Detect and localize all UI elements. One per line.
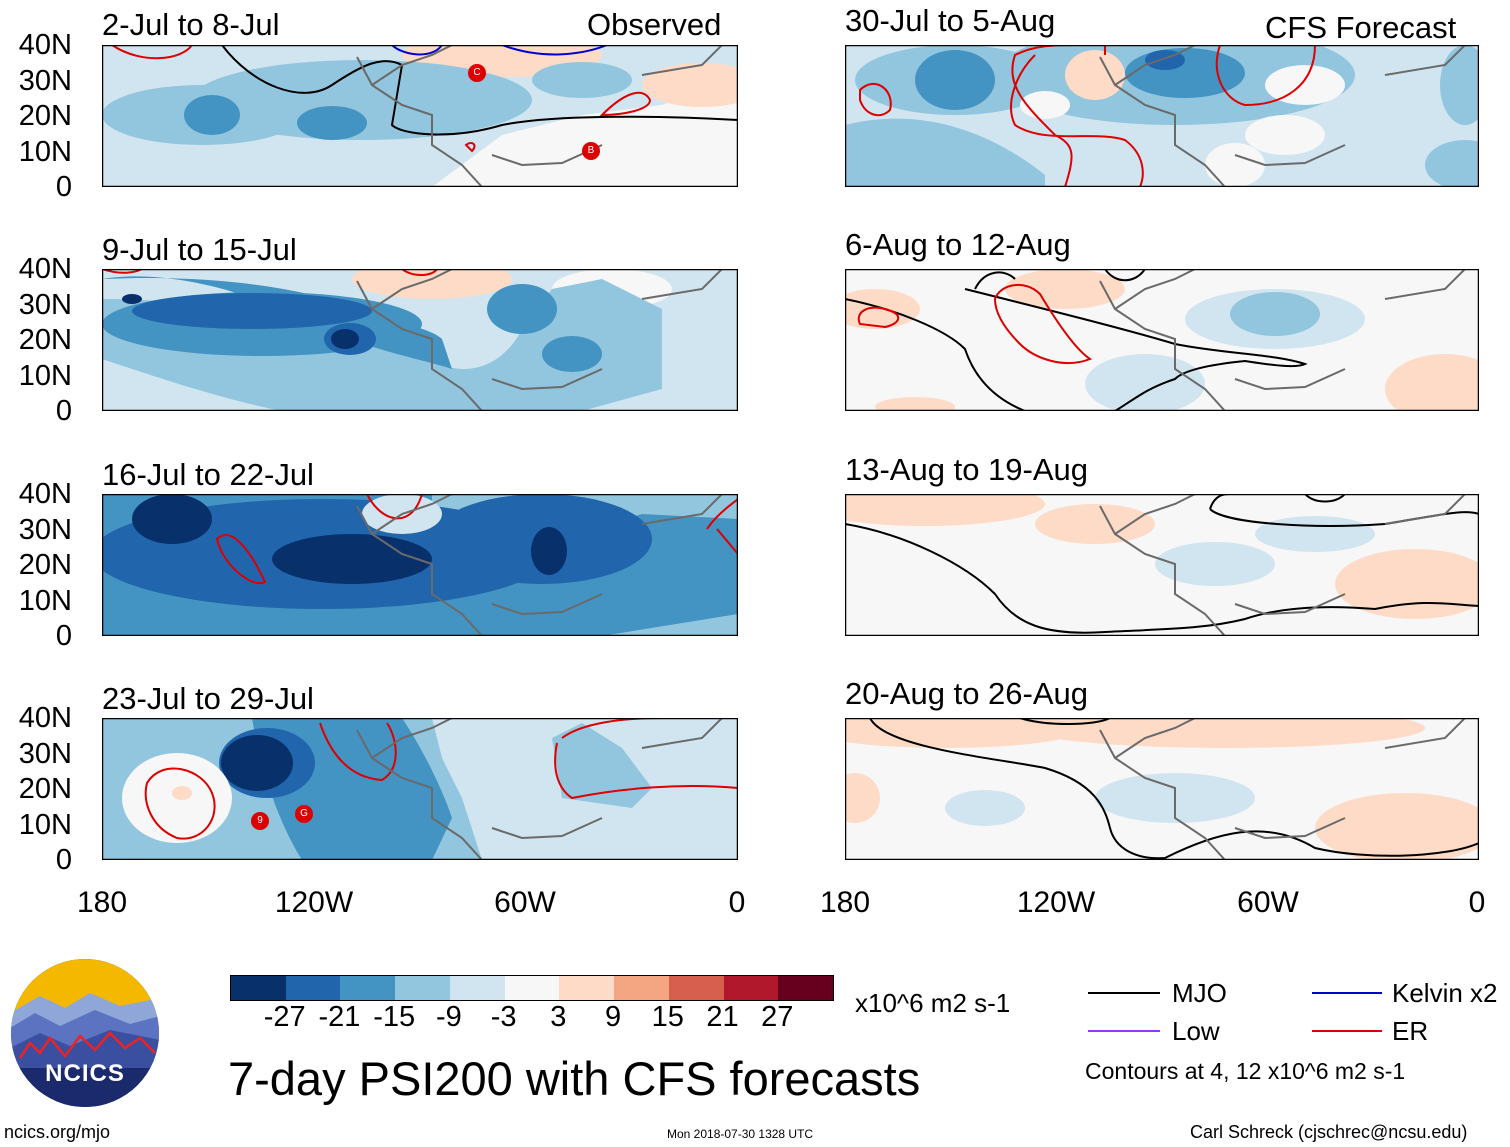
panel-3-title: 16-Jul to 22-Jul	[102, 457, 314, 492]
lat-label: 0	[55, 171, 72, 203]
lat-label: 0	[55, 395, 72, 427]
panel-6-title: 6-Aug to 12-Aug	[845, 227, 1071, 262]
colorbar-bin	[231, 976, 286, 1000]
colorbar-bin	[723, 976, 779, 1000]
lon-label-180-left: 180	[76, 886, 128, 919]
colorbar-tick-label: 15	[651, 1001, 684, 1033]
lat-label: 40N	[18, 702, 72, 734]
panel-4-title: 23-Jul to 29-Jul	[102, 681, 314, 716]
colorbar-tick-label: 3	[550, 1001, 567, 1033]
lat-label: 20N	[18, 324, 72, 356]
footer-author: Carl Schreck (cjschrec@ncsu.edu)	[1190, 1122, 1468, 1142]
lat-label: 30N	[18, 288, 72, 321]
main-title: 7-day PSI200 with CFS forecasts	[228, 1052, 921, 1105]
lat-label: 20N	[18, 100, 72, 132]
colorbar-bin	[504, 976, 560, 1000]
lon-label-180-right: 180	[819, 886, 871, 919]
colorbar-bin	[449, 976, 505, 1000]
cfs-forecast-label: CFS Forecast	[1265, 10, 1457, 45]
legend-mjo-line	[1088, 992, 1160, 994]
colorbar-tick-label: 9	[605, 1001, 622, 1033]
lat-label: 10N	[18, 359, 72, 392]
panel-8-title: 20-Aug to 26-Aug	[845, 676, 1089, 711]
panel-2-map	[102, 269, 738, 411]
lat-label: 40N	[18, 478, 72, 510]
panel-7-map	[845, 494, 1479, 636]
legend-kelvin: Kelvin x2	[1392, 978, 1498, 1008]
storm-marker-b: B	[582, 142, 600, 160]
lat-label: 10N	[18, 135, 72, 168]
legend-kelvin-line	[1312, 992, 1382, 994]
colorbar-bin	[395, 976, 450, 1000]
legend-mjo: MJO	[1172, 978, 1227, 1008]
colorbar-bin	[559, 976, 615, 1000]
lon-label-60w-left: 60W	[494, 886, 556, 919]
panel-1-title: 2-Jul to 8-Jul	[102, 7, 280, 42]
panel-2-title: 9-Jul to 15-Jul	[102, 232, 297, 267]
legend-low-line	[1088, 1030, 1160, 1032]
panel-1-map	[102, 45, 738, 187]
colorbar	[230, 975, 834, 1001]
colorbar-tick-label: -27	[263, 1001, 306, 1033]
colorbar-units: x10^6 m2 s-1	[855, 988, 1011, 1018]
lat-label: 40N	[18, 29, 72, 61]
mjo-contour	[221, 45, 738, 136]
colorbar-tick-label: 27	[761, 1001, 794, 1033]
lat-label: 40N	[18, 253, 72, 285]
colorbar-tick-label: -15	[373, 1001, 416, 1033]
colorbar-tick-label: -9	[436, 1001, 462, 1033]
panel-5-title: 30-Jul to 5-Aug	[845, 3, 1056, 38]
panel-7-title: 13-Aug to 19-Aug	[845, 452, 1089, 487]
panel-5-map	[845, 45, 1479, 187]
colorbar-tick-label: 21	[706, 1001, 739, 1033]
lat-label: 0	[55, 620, 72, 652]
lon-label-60w-right: 60W	[1237, 886, 1299, 919]
storm-marker-g: G	[295, 805, 313, 823]
lon-label-0-right: 0	[1468, 886, 1486, 919]
storm-marker-9: 9	[251, 812, 269, 830]
colorbar-bin	[614, 976, 669, 1000]
lat-label: 10N	[18, 808, 72, 841]
legend-contours-note: Contours at 4, 12 x10^6 m2 s-1	[1085, 1058, 1406, 1084]
colorbar-bin	[778, 976, 834, 1000]
colorbar-bin	[285, 976, 341, 1000]
coastline	[356, 45, 723, 187]
lat-label: 20N	[18, 773, 72, 805]
storm-marker-c: C	[468, 64, 486, 82]
logo-text: NCICS	[45, 1060, 125, 1087]
lon-label-120w-right: 120W	[1016, 886, 1096, 919]
panel-4-map	[102, 718, 738, 860]
observed-label: Observed	[587, 7, 722, 42]
footer-url[interactable]: ncics.org/mjo	[4, 1122, 111, 1142]
colorbar-bin	[340, 976, 396, 1000]
lat-label: 0	[55, 844, 72, 876]
colorbar-tick-label: -21	[318, 1001, 361, 1033]
lat-label: 10N	[18, 584, 72, 617]
lat-label: 30N	[18, 737, 72, 770]
legend-er: ER	[1392, 1016, 1429, 1046]
legend-er-line	[1312, 1030, 1382, 1032]
panel-8-map	[845, 718, 1479, 860]
lat-label: 20N	[18, 549, 72, 581]
lat-label: 30N	[18, 64, 72, 97]
colorbar-tick-label: -3	[490, 1001, 517, 1033]
lon-label-120w-left: 120W	[274, 886, 354, 919]
panel-3-map	[102, 494, 738, 636]
ncics-logo: NCICS	[11, 959, 159, 1107]
panel-6-map	[845, 269, 1479, 411]
legend-low: Low	[1172, 1016, 1220, 1046]
lon-label-0-left: 0	[728, 886, 746, 919]
lat-label: 30N	[18, 513, 72, 546]
colorbar-bin	[668, 976, 724, 1000]
footer-timestamp: Mon 2018-07-30 1328 UTC	[667, 1127, 814, 1141]
